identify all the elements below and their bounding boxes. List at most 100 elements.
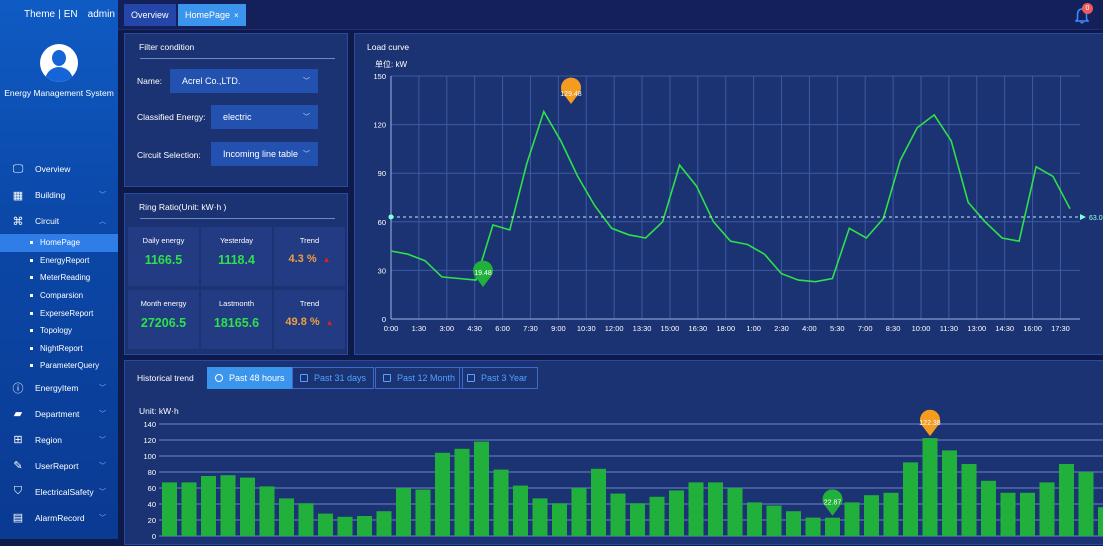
name-label: Name: (137, 76, 163, 86)
load-curve-chart: 0 30 60 90 120 150 0:00 1:30 3:00 4:30 6:00 7:30 9:0… (373, 72, 1103, 333)
sidebar-subitem-topology[interactable]: Topology (0, 322, 118, 340)
close-icon[interactable]: × (234, 10, 239, 20)
svg-text:80: 80 (148, 468, 156, 477)
historical-unit: Unit: kW·h (139, 406, 179, 416)
tab-overview[interactable]: Overview (124, 4, 176, 26)
svg-text:13:30: 13:30 (633, 324, 652, 333)
sidebar-subitem-nightreport[interactable]: NightReport (0, 340, 118, 358)
shield-icon: ⛉ (13, 485, 23, 498)
svg-text:4:30: 4:30 (467, 324, 482, 333)
monthly-trend-value: 49.8 % (285, 316, 320, 328)
svg-text:10:00: 10:00 (912, 324, 931, 333)
svg-text:8:30: 8:30 (886, 324, 901, 333)
svg-text:22.87: 22.87 (824, 500, 842, 507)
sidebar-nav: 🖵 Overview ▦ Building ﹀ ⌘ Circuit ︿ HomePage … (0, 156, 118, 531)
tab-homepage[interactable]: HomePage × (178, 4, 246, 26)
sidebar-item-alarmrecord[interactable]: ▤ AlarmRecord ﹀ (12, 512, 106, 525)
svg-text:63.0: 63.0 (1089, 215, 1103, 222)
svg-text:0: 0 (152, 532, 156, 541)
svg-text:122.38: 122.38 (919, 420, 941, 427)
name-select[interactable]: Acrel Co.,LTD. ﹀ (170, 69, 318, 93)
sidebar-subitem-parameterquery[interactable]: ParameterQuery (0, 357, 118, 375)
svg-text:40: 40 (148, 500, 156, 509)
arrow-up-icon: ▲ (322, 255, 331, 264)
past-31-days-button[interactable]: Past 31 days (292, 367, 375, 389)
divider: | (58, 8, 61, 20)
load-curve-panel: Load curve 单位: kW 0 30 60 90 120 150 0:00 1:30 3… (354, 33, 1103, 355)
sidebar-subitem-comparsion[interactable]: Comparsion (0, 287, 118, 305)
past-3-year-button[interactable]: Past 3 Year (459, 367, 538, 389)
svg-text:14:30: 14:30 (995, 324, 1014, 333)
sidebar-item-energyitem[interactable]: ⓘ EnergyItem ﹀ (12, 382, 107, 395)
historical-trend-panel: Historical trend Past 48 hours Past 31 d… (124, 360, 1103, 545)
divider (140, 218, 335, 219)
svg-text:9:00: 9:00 (551, 324, 566, 333)
yesterday-card: Yesterday 1118.4 (201, 227, 272, 286)
avatar (40, 44, 78, 82)
svg-text:30: 30 (378, 266, 386, 275)
chevron-down-icon: ﹀ (99, 436, 106, 444)
classified-energy-select[interactable]: electric ﹀ (211, 105, 318, 129)
past-12-month-button[interactable]: Past 12 Month (375, 367, 464, 389)
daily-trend-card: Trend 4.3 % ▲ (274, 227, 345, 286)
edit-icon: ✎ (13, 460, 23, 473)
chevron-down-icon: ﹀ (99, 488, 106, 496)
svg-text:60: 60 (148, 484, 156, 493)
top-bar: Overview HomePage × 0 (118, 0, 1103, 30)
chevron-down-icon: ﹀ (99, 384, 106, 392)
language-toggle[interactable]: EN (63, 8, 78, 20)
ring-ratio-title: Ring Ratio(Unit: kW·h ) (139, 202, 227, 212)
historical-trend-title: Historical trend (137, 373, 194, 383)
svg-text:20: 20 (148, 516, 156, 525)
energy-icon: ⓘ (12, 382, 24, 395)
sidebar-item-overview[interactable]: 🖵 Overview (12, 162, 71, 175)
theme-toggle[interactable]: Theme (24, 8, 56, 20)
classified-energy-label: Classified Energy: (137, 112, 206, 122)
user-menu[interactable]: admin (87, 8, 115, 20)
sidebar-item-building[interactable]: ▦ Building ﹀ (12, 189, 106, 202)
svg-text:5:30: 5:30 (830, 324, 845, 333)
sidebar-subitem-meterreading[interactable]: MeterReading (0, 269, 118, 287)
bullet-icon (30, 364, 33, 368)
building-icon: ▦ (12, 189, 24, 202)
month-energy-card: Month energy 27206.5 (128, 290, 199, 349)
monthly-trend-card: Trend 49.8 % ▲ (274, 290, 345, 349)
daily-energy-value: 1166.5 (144, 253, 183, 267)
svg-text:0: 0 (382, 315, 386, 324)
sidebar-item-electricalsafety[interactable]: ⛉ ElectricalSafety ﹀ (0, 479, 118, 505)
calendar-icon (383, 374, 391, 382)
svg-text:11:30: 11:30 (940, 324, 958, 333)
svg-text:129.48: 129.48 (560, 91, 582, 98)
svg-text:7:00: 7:00 (858, 324, 873, 333)
sidebar-item-region[interactable]: ⊞ Region ﹀ (0, 427, 118, 453)
svg-text:17:30: 17:30 (1051, 324, 1070, 333)
svg-text:60: 60 (378, 218, 386, 227)
document-icon: ▤ (12, 512, 24, 525)
sidebar-header: Theme | EN admin ▼ (0, 0, 118, 28)
sidebar-item-department[interactable]: ▰ Department ﹀ (0, 401, 118, 427)
sidebar: Theme | EN admin ▼ Energy Management Sys… (0, 0, 118, 539)
sidebar-subitem-homepage[interactable]: HomePage (0, 234, 118, 252)
sidebar-item-circuit[interactable]: ⌘ Circuit ︿ (12, 215, 107, 228)
svg-text:6:00: 6:00 (495, 324, 510, 333)
sidebar-subitem-expersereport[interactable]: ExperseReport (0, 304, 118, 322)
calendar-icon (467, 374, 475, 382)
svg-text:120: 120 (373, 121, 386, 130)
historical-bar-chart: 0 20 40 60 80 100 120 140 122.38 22.87 (143, 409, 1103, 541)
sidebar-subitem-energyreport[interactable]: EnergyReport (0, 252, 118, 270)
system-title: Energy Management System (4, 88, 114, 98)
svg-text:15:00: 15:00 (661, 324, 680, 333)
lastmonth-card: Lastmonth 18165.6 (201, 290, 272, 349)
chevron-down-icon: ﹀ (303, 151, 310, 158)
clock-icon (215, 374, 223, 382)
chevron-down-icon: ﹀ (99, 410, 106, 418)
folder-icon: ▰ (13, 408, 23, 421)
bullet-icon (30, 311, 33, 315)
svg-text:150: 150 (373, 72, 386, 81)
svg-text:10:30: 10:30 (577, 324, 596, 333)
svg-text:3:00: 3:00 (439, 324, 454, 333)
svg-text:0:00: 0:00 (384, 324, 399, 333)
svg-text:2:30: 2:30 (774, 324, 789, 333)
circuit-selection-select[interactable]: Incoming line table ﹀ (211, 142, 318, 166)
sidebar-item-userreport[interactable]: ✎ UserReport ﹀ (0, 453, 118, 479)
